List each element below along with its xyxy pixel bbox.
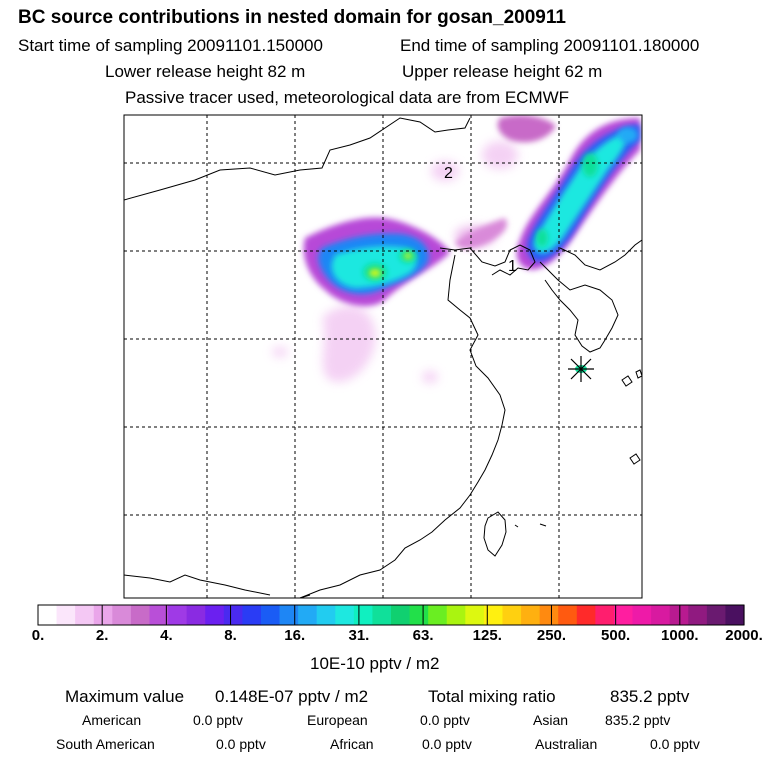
colorbar-tick-label: 63. bbox=[412, 627, 434, 644]
coastlines bbox=[124, 117, 642, 598]
region-name: South American bbox=[56, 736, 155, 752]
region-name: Australian bbox=[535, 736, 598, 752]
colorbar-cell bbox=[502, 605, 522, 625]
max-value-label: Maximum value bbox=[65, 687, 185, 706]
upper-release-height: Upper release height 62 m bbox=[402, 62, 603, 81]
colorbar-cell bbox=[539, 605, 559, 625]
colorbar-cell bbox=[409, 605, 429, 625]
colorbar-cell bbox=[186, 605, 206, 625]
colorbar-cell bbox=[130, 605, 151, 625]
colorbar-cell bbox=[632, 605, 652, 625]
total-mixing-label: Total mixing ratio bbox=[428, 687, 556, 706]
colorbar-cell bbox=[316, 605, 336, 625]
colorbar-tick-label: 0. bbox=[31, 627, 45, 644]
region-value: 0.0 pptv bbox=[420, 712, 470, 728]
end-time-label: End time of sampling 20091101.180000 bbox=[400, 36, 700, 55]
colorbar-cell bbox=[688, 605, 708, 625]
chart-title: BC source contributions in nested domain… bbox=[18, 7, 566, 28]
colorbar-cell bbox=[353, 605, 374, 625]
lat-lon-grid bbox=[124, 115, 642, 598]
colorbar-cell bbox=[38, 605, 58, 625]
receptor-star-icon bbox=[568, 356, 594, 382]
region-value: 0.0 pptv bbox=[650, 736, 700, 752]
colorbar-cell bbox=[465, 605, 485, 625]
colorbar-cell bbox=[576, 605, 596, 625]
colorbar-tick-label: 500. bbox=[601, 627, 631, 644]
marker-2: 2 bbox=[444, 165, 453, 182]
colorbar-cell bbox=[706, 605, 727, 625]
colorbar-tick-label: 1000. bbox=[661, 627, 699, 644]
lower-release-height: Lower release height 82 m bbox=[105, 62, 306, 81]
colorbar-tick-label: 250. bbox=[536, 627, 567, 644]
colorbar-cell bbox=[168, 605, 188, 625]
region-name: Asian bbox=[533, 712, 569, 728]
colorbar-cell bbox=[149, 605, 169, 625]
marker-1: 1 bbox=[508, 258, 517, 275]
colorbar-tick-label: 4. bbox=[160, 627, 173, 644]
colorbar-tick-label: 2000. bbox=[725, 627, 763, 644]
colorbar-cell bbox=[669, 605, 689, 625]
colorbar-cell bbox=[335, 605, 355, 625]
colorbar-tick-label: 2. bbox=[95, 627, 109, 644]
region-name: European bbox=[307, 712, 368, 728]
region-value: 835.2 pptv bbox=[605, 712, 671, 728]
colorbar-cell bbox=[595, 605, 615, 625]
start-time-label: Start time of sampling 20091101.150000 bbox=[18, 36, 323, 55]
max-value: 0.148E-07 pptv / m2 bbox=[215, 687, 369, 706]
colorbar-cell bbox=[521, 605, 541, 625]
colorbar-unit: 10E-10 pptv / m2 bbox=[310, 654, 440, 673]
colorbar-tick-label: 125. bbox=[472, 627, 502, 644]
colorbar-cell bbox=[613, 605, 634, 625]
colorbar-cell bbox=[112, 605, 132, 625]
colorbar-cell bbox=[372, 605, 392, 625]
colorbar-cell bbox=[446, 605, 466, 625]
colorbar-cell bbox=[279, 605, 299, 625]
colorbar-cell bbox=[558, 605, 578, 625]
colorbar-cell bbox=[725, 605, 745, 625]
plume-yellow bbox=[369, 253, 412, 277]
region-name: African bbox=[330, 736, 374, 752]
colorbar-cell bbox=[428, 605, 448, 625]
total-mixing-value: 835.2 pptv bbox=[610, 687, 690, 706]
tracer-note: Passive tracer used, meteorological data… bbox=[125, 88, 570, 107]
colorbar-tick-label: 8. bbox=[224, 627, 237, 644]
colorbar-cell bbox=[223, 605, 243, 625]
region-name: American bbox=[82, 712, 142, 728]
colorbar-cell bbox=[260, 605, 281, 625]
plume-faint bbox=[272, 141, 518, 383]
colorbar-cell bbox=[205, 605, 225, 625]
colorbar-cell bbox=[93, 605, 113, 625]
region-value: 0.0 pptv bbox=[422, 736, 472, 752]
colorbar-cell bbox=[391, 605, 411, 625]
map-frame bbox=[123, 114, 643, 599]
region-value: 0.0 pptv bbox=[216, 736, 266, 752]
colorbar-cell bbox=[75, 605, 95, 625]
colorbar-tick-label: 31. bbox=[348, 627, 370, 644]
colorbar-tick-label: 16. bbox=[284, 627, 306, 644]
region-value: 0.0 pptv bbox=[193, 712, 243, 728]
colorbar-cell bbox=[298, 605, 318, 625]
colorbar-cell bbox=[483, 605, 504, 625]
colorbar-cell bbox=[56, 605, 76, 625]
colorbar-cell bbox=[242, 605, 262, 625]
colorbar-cell bbox=[651, 605, 671, 625]
